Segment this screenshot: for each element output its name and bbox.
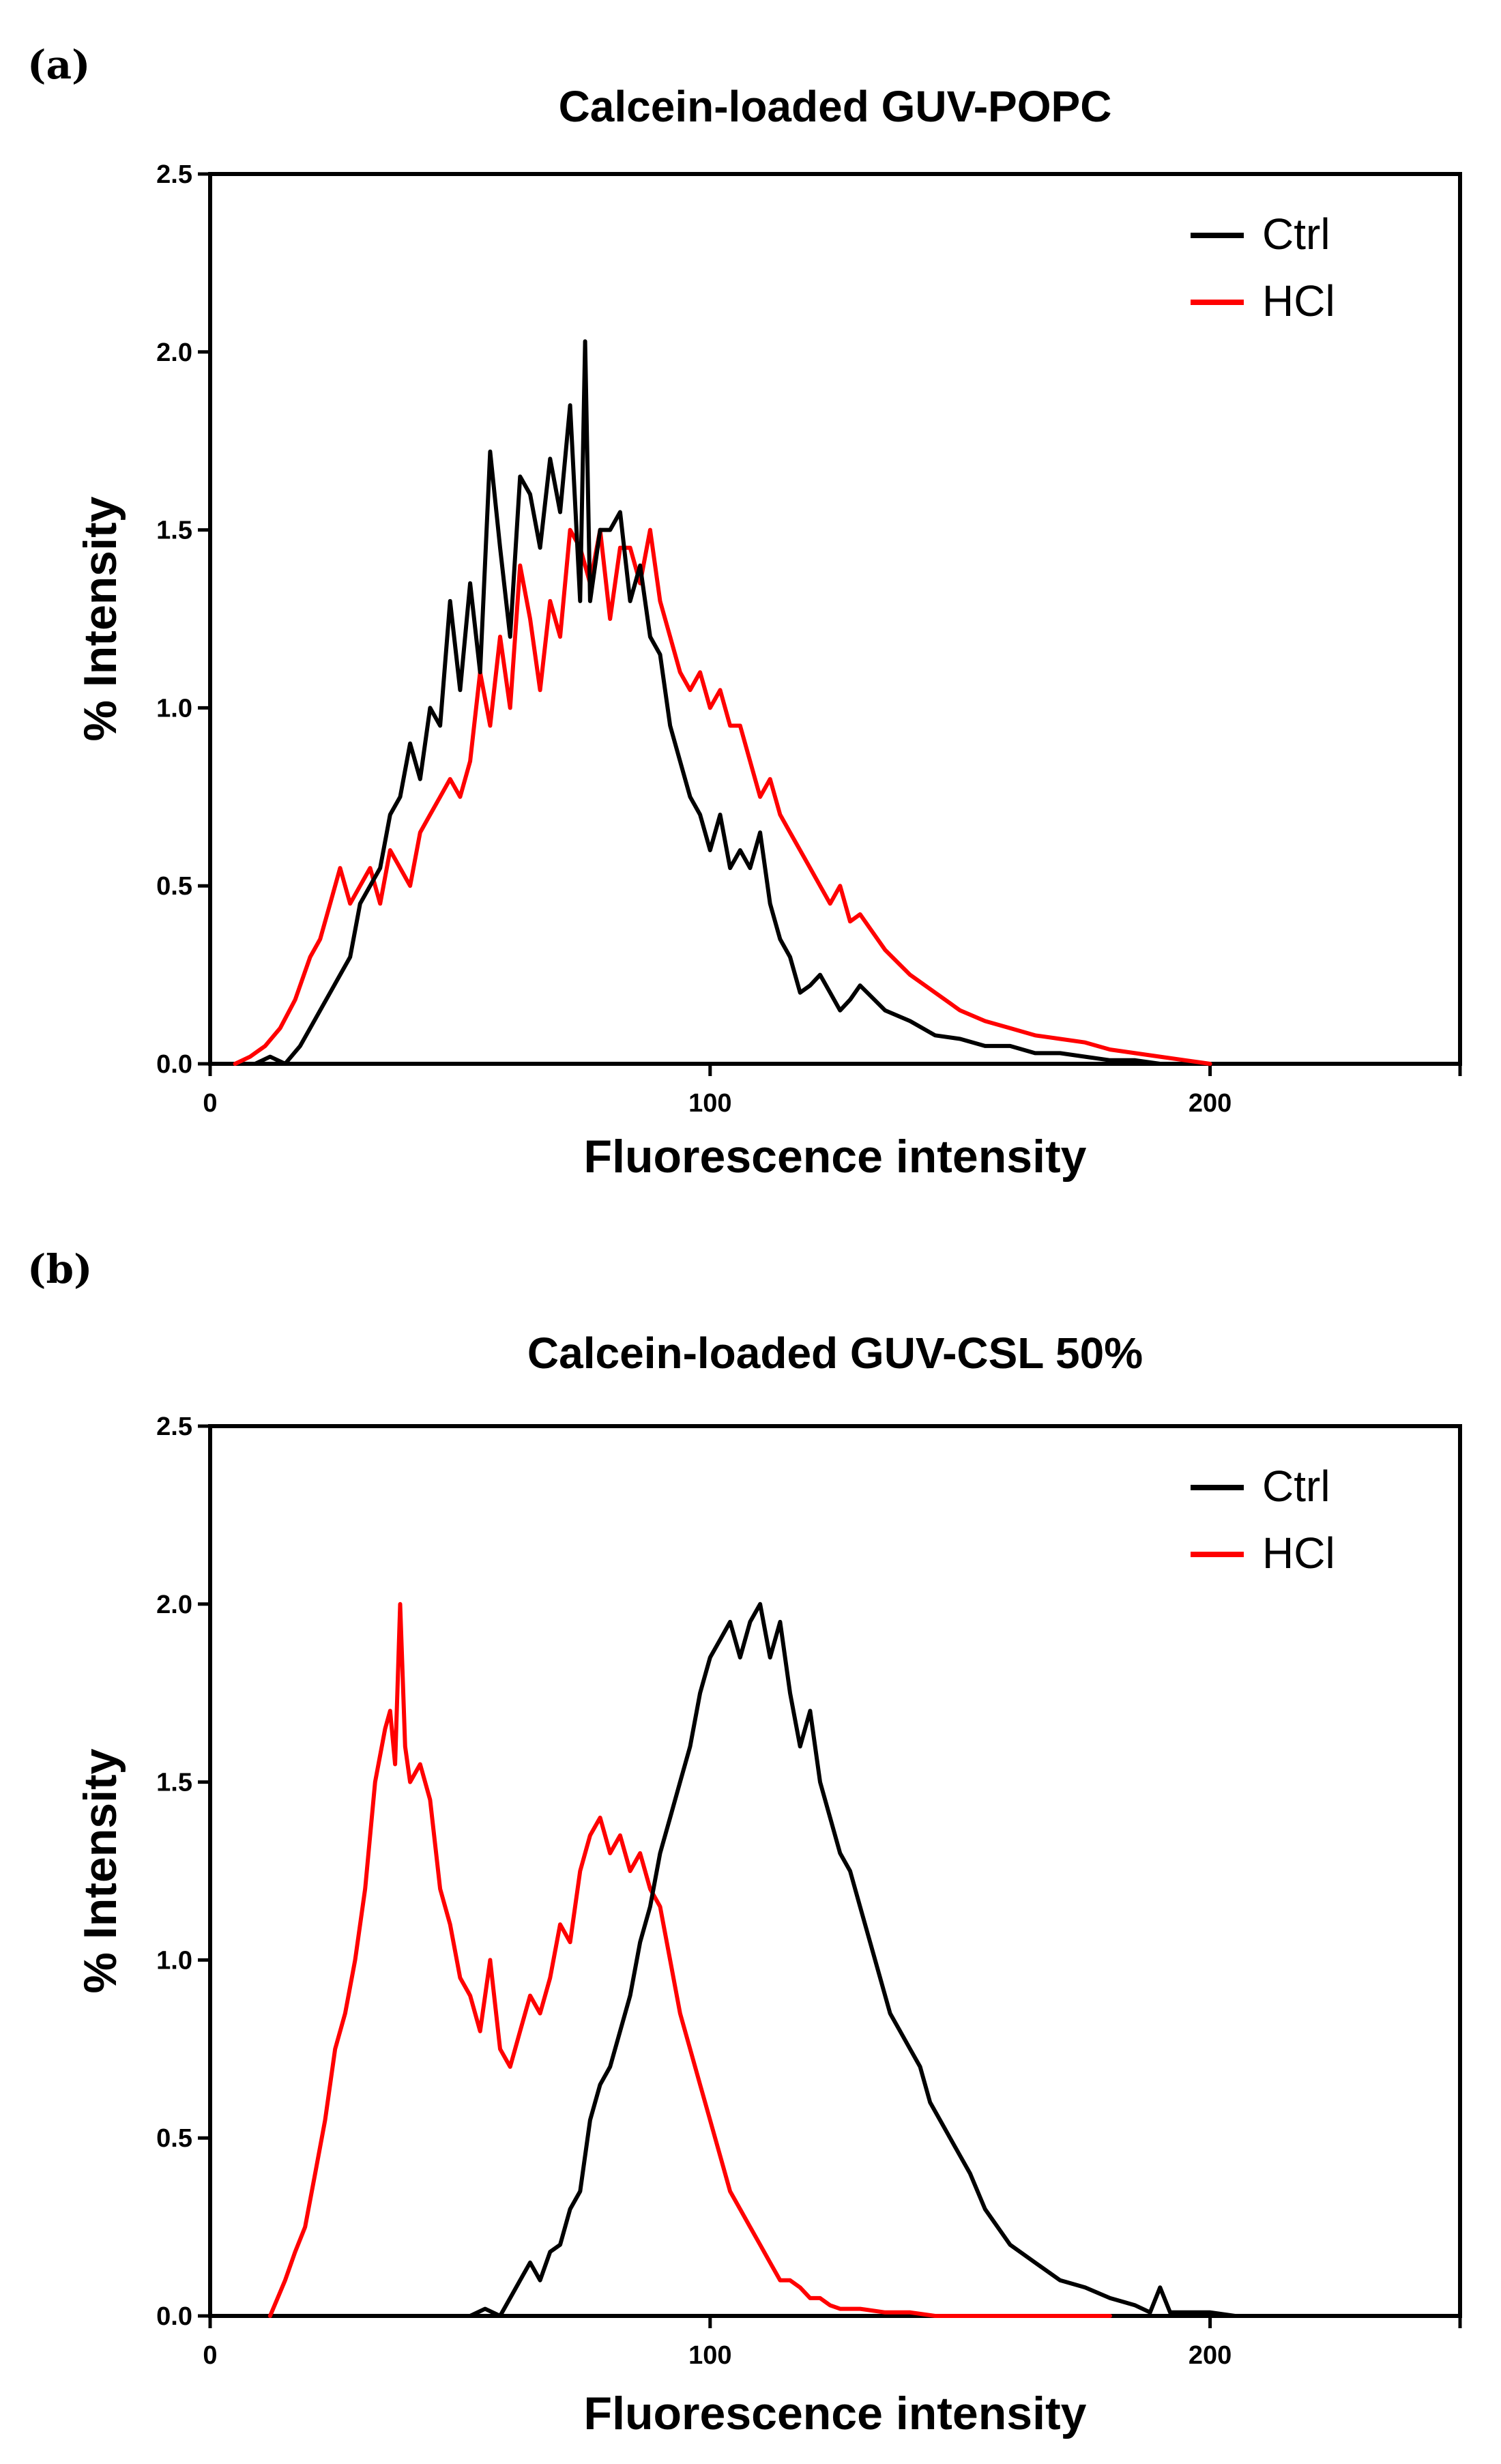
series-line-hcl [267, 1601, 1112, 2318]
y-tick-label: 0.5 [156, 872, 192, 901]
legend-label-hcl: HCl [1262, 276, 1335, 325]
chart-panel-b: (b) Calcein-loaded GUV-CSL 50% 0.0 0.5 1.0 1.… [27, 1246, 1462, 2439]
panel-label: (a) [27, 42, 90, 88]
legend-label-ctrl: Ctrl [1262, 209, 1330, 259]
plot-frame [208, 1424, 1462, 2318]
y-axis-title: % Intensity [74, 496, 126, 741]
x-tick-label: 100 [688, 2341, 731, 2370]
series-line-ctrl [253, 339, 1163, 1066]
y-axis-title: % Intensity [74, 1748, 126, 1993]
y-tick-label: 2.5 [156, 1412, 192, 1441]
panel-label: (b) [27, 1246, 92, 1292]
y-tick-label: 0.0 [156, 2302, 192, 2331]
plot-frame [208, 172, 1462, 1066]
y-tick-label: 2.5 [156, 160, 192, 189]
x-tick-label: 0 [203, 2341, 217, 2370]
x-tick-label: 200 [1189, 2341, 1232, 2370]
chart-panel-a: (a) Calcein-loaded GUV-POPC 0.0 0.5 1.0 1.5 2.… [27, 42, 1462, 1183]
series-line-ctrl [468, 1601, 1262, 2318]
y-tick-label: 1.5 [156, 517, 192, 545]
chart-title: Calcein-loaded GUV-POPC [559, 82, 1112, 131]
x-axis-title: Fluorescence intensity [584, 2388, 1087, 2439]
x-axis-title: Fluorescence intensity [584, 1131, 1087, 1183]
x-tick-label: 0 [203, 1089, 217, 1118]
y-tick-label: 1.0 [156, 1946, 192, 1975]
y-tick-label: 2.0 [156, 338, 192, 367]
x-tick-label: 200 [1189, 1089, 1232, 1118]
y-tick-label: 1.0 [156, 694, 192, 723]
chart-title: Calcein-loaded GUV-CSL 50% [527, 1329, 1143, 1378]
series-line-hcl [233, 527, 1212, 1066]
y-tick-label: 0.5 [156, 2124, 192, 2153]
y-tick-label: 0.0 [156, 1050, 192, 1079]
x-tick-label: 100 [688, 1089, 731, 1118]
legend-label-ctrl: Ctrl [1262, 1462, 1330, 1511]
legend-label-hcl: HCl [1262, 1528, 1335, 1578]
y-tick-label: 2.0 [156, 1591, 192, 1619]
y-tick-label: 1.5 [156, 1769, 192, 1797]
